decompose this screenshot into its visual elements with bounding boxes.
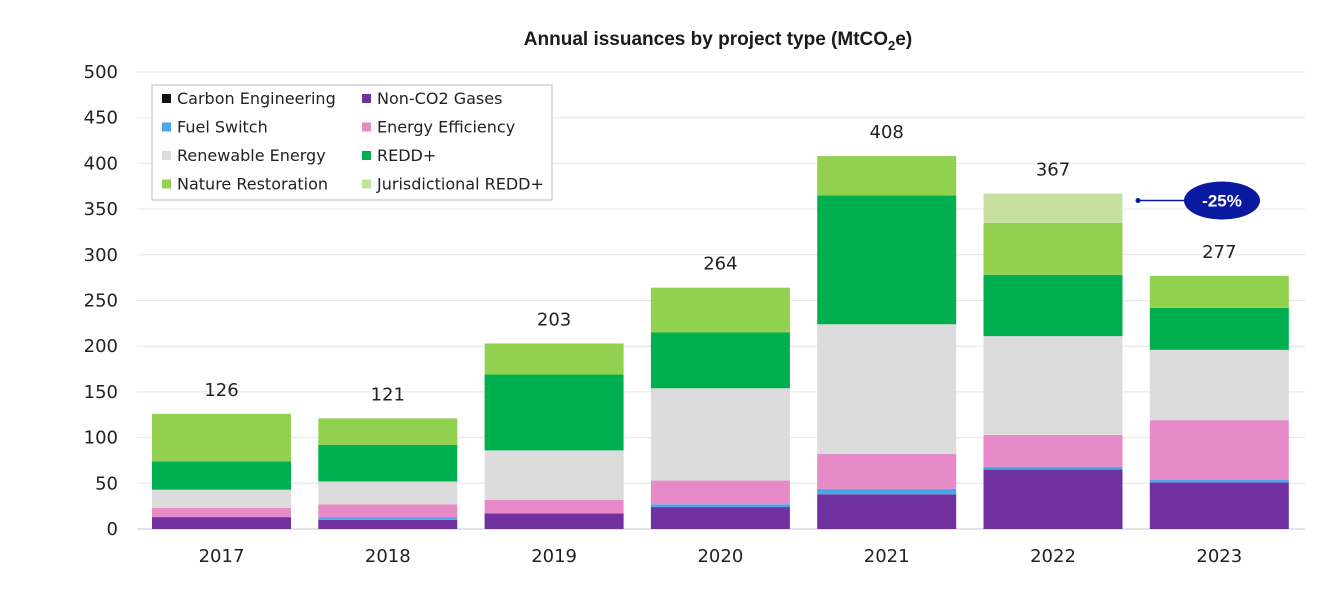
bar-segment [484,450,624,500]
annotation-badge-text: -25% [1202,192,1242,211]
bar-segment [817,195,957,325]
legend-swatch [362,151,371,160]
y-tick-label: 350 [84,199,118,220]
legend-swatch [162,122,171,132]
x-tick-label: 2021 [864,546,910,567]
bar-segment [484,374,624,451]
bar-segment [318,444,458,482]
annotation-badge [1184,181,1260,220]
y-tick-label: 100 [84,428,118,449]
bar-segment [484,499,624,514]
legend-label: Renewable Energy [177,146,326,165]
bar-segment [152,461,291,490]
legend-swatch [362,179,371,189]
legend-label: Non-CO2 Gases [377,89,502,108]
bar-segment [650,332,790,389]
bar-segment [1149,349,1289,421]
y-tick-label: 50 [95,473,118,494]
bar-segment [650,504,790,508]
y-tick-label: 400 [84,153,118,174]
x-tick-label: 2022 [1030,546,1076,567]
legend-swatch [362,122,371,132]
bar-segment [817,324,957,455]
legend-box [151,84,553,201]
bar-segment [484,513,624,529]
bar-segment [152,507,291,518]
y-tick-label: 450 [84,108,118,129]
bar-segment [983,336,1123,435]
bar-segment [1149,479,1289,483]
y-tick-label: 200 [84,336,118,357]
bar-segment [152,413,291,462]
bar-segment [318,481,458,505]
x-axis: 2017 2018 2019 2020 2021 2022 2023 [199,546,1243,567]
bar-segment [1149,307,1289,350]
bar-total-label: 264 [703,254,737,275]
legend-label: Carbon Engineering [177,89,336,108]
y-tick-label: 500 [84,62,118,83]
legend-label: Jurisdictional REDD+ [376,175,544,194]
x-tick-label: 2018 [365,546,411,567]
bar-segment [817,156,957,196]
bar-segment [318,517,458,520]
y-tick-label: 250 [84,291,118,312]
bar-segment [817,494,957,529]
x-tick-label: 2023 [1196,546,1242,567]
chart-title: Annual issuances by project type (MtCO2e… [524,29,912,53]
annotation-dot [1135,198,1141,204]
x-tick-label: 2019 [531,546,577,567]
legend-swatch [362,94,371,103]
y-tick-label: 150 [84,382,118,403]
x-tick-label: 2020 [697,546,743,567]
bar-segment [983,193,1123,223]
bar-segment [650,287,790,333]
bar-total-label: 367 [1036,160,1070,181]
bar-segment [650,480,790,505]
bar-segment [152,489,291,508]
bar-segment [484,343,624,375]
bar-total-label: 126 [204,380,238,401]
bar-total-label: 408 [870,122,904,143]
y-tick-label: 300 [84,245,118,266]
legend-label: Fuel Switch [177,118,268,137]
bar-total-label: 121 [371,384,405,405]
bar-segment [152,517,291,529]
bar-segment [983,222,1123,275]
bar-segment [983,434,1123,467]
y-axis: 0 50 100 150 200 250 300 350 400 450 500 [84,62,118,540]
y-tick-label: 0 [107,519,118,540]
bar-segment [983,466,1123,470]
bar-segment [817,454,957,489]
legend-swatch [162,179,171,189]
bar-segment [318,418,458,445]
bar-segment [1149,420,1289,480]
bar-segment [650,388,790,481]
change-annotation: -25% [1135,181,1260,220]
legend-swatch [162,151,171,160]
legend-label: Nature Restoration [177,175,328,194]
bar-segment [650,507,790,529]
x-tick-label: 2017 [199,546,245,567]
bars [152,156,1289,529]
total-labels: 126 121 203 264 408 367 277 [204,122,1236,405]
legend-label: Energy Efficiency [377,118,515,137]
legend: Carbon Engineering Non-CO2 Gases Fuel Swit… [151,84,553,201]
bar-total-label: 277 [1202,242,1236,263]
bar-segment [1149,482,1289,529]
bar-total-label: 203 [537,309,571,330]
bar-segment [318,504,458,518]
legend-label: REDD+ [377,146,436,165]
bar-segment [817,488,957,495]
legend-swatch [162,94,171,103]
bar-segment [318,519,458,529]
bar-segment [983,274,1123,337]
bar-segment [1149,275,1289,308]
bar-segment [983,469,1123,529]
